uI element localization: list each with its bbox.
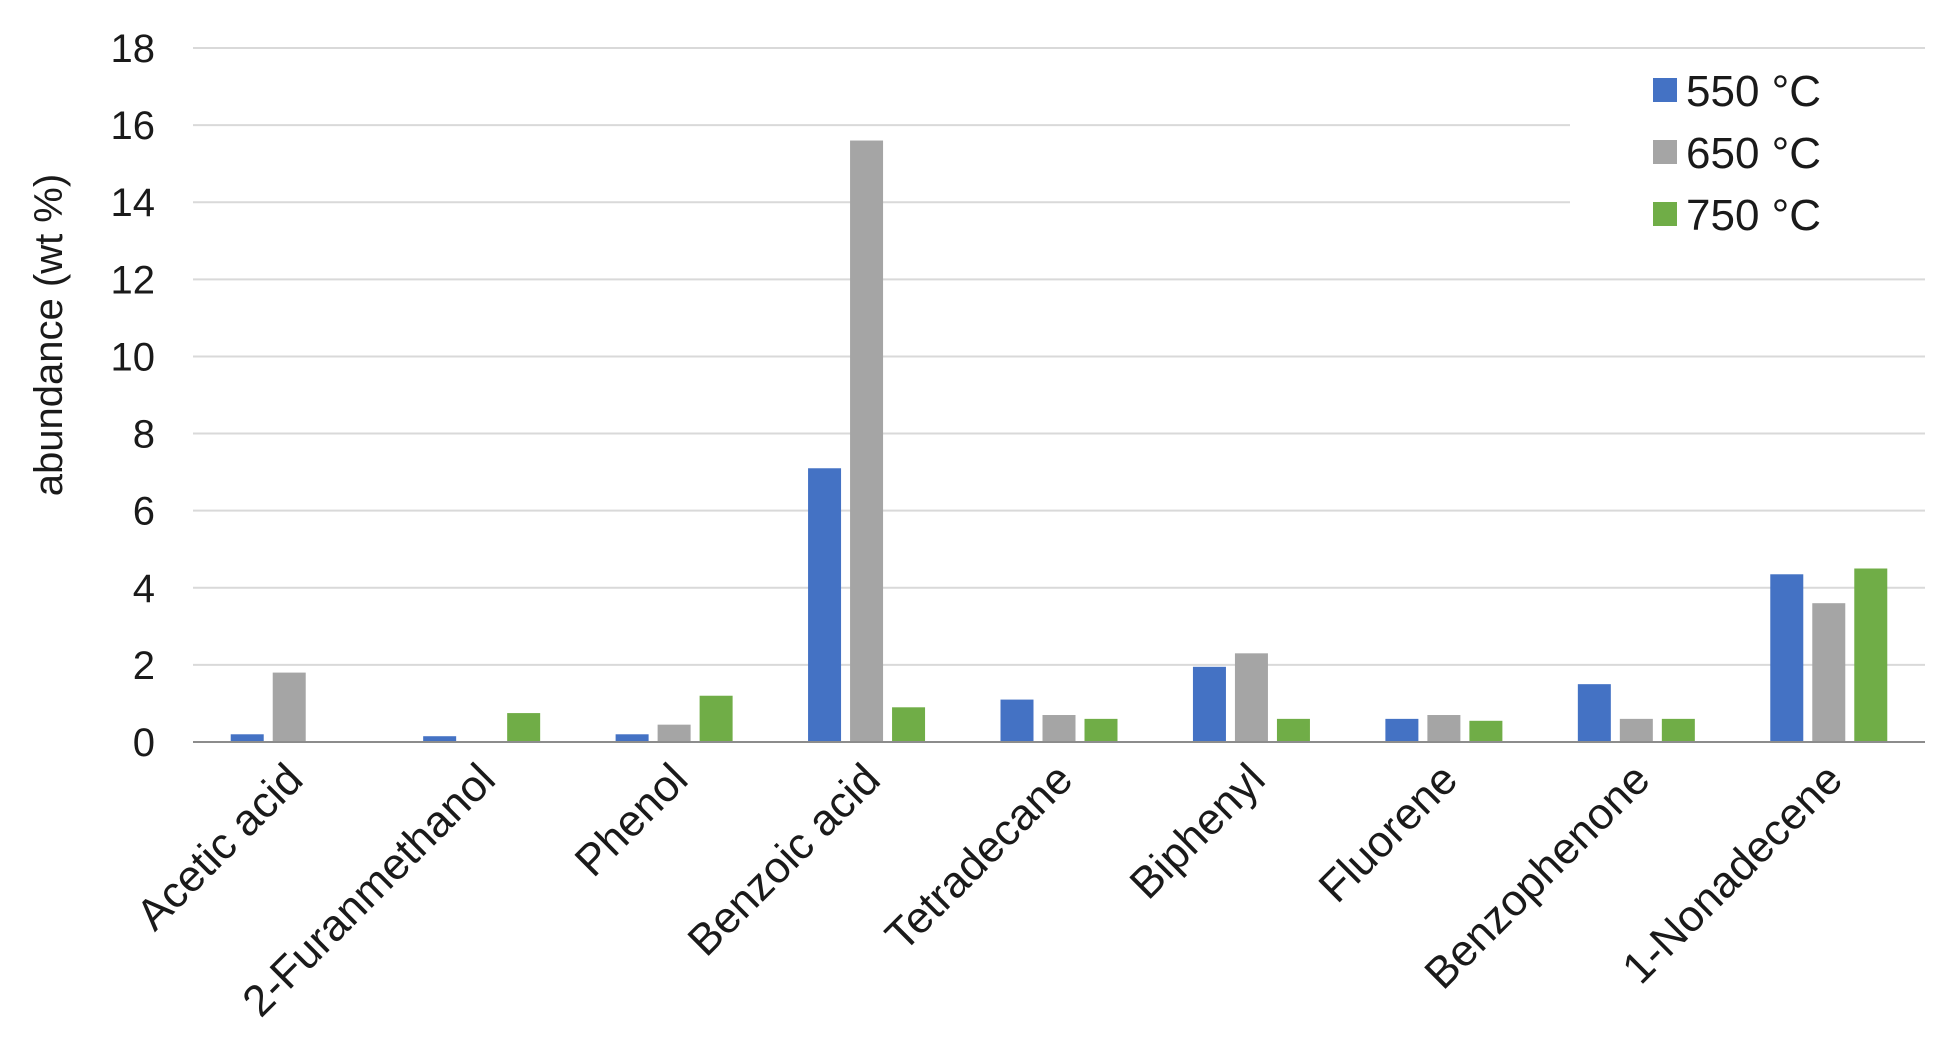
bar-550C-fluorene	[1385, 718, 1419, 742]
bar-650C-benzophenone	[1619, 718, 1653, 742]
x-category-label: Acetic acid	[127, 754, 312, 939]
bar-750C-biphenyl	[1276, 718, 1310, 742]
y-tick-label: 0	[133, 721, 155, 765]
y-tick-label: 6	[133, 490, 155, 534]
bar-650C-1-nonadecene	[1812, 603, 1846, 742]
gridlines	[193, 47, 1925, 666]
y-tick-label: 2	[133, 644, 155, 688]
bar-750C-fluorene	[1469, 720, 1503, 742]
bar-550C-phenol	[615, 734, 649, 742]
bar-550C-acetic-acid	[230, 734, 264, 742]
x-category-label: Biphenyl	[1121, 754, 1275, 908]
x-category-label: Benzoic acid	[679, 754, 890, 965]
bar-550C-benzophenone	[1577, 684, 1611, 742]
bar-650C-acetic-acid	[272, 672, 306, 742]
y-tick-label: 8	[133, 413, 155, 457]
bar-550C-tetradecane	[1000, 699, 1034, 742]
bar-650C-fluorene	[1427, 715, 1461, 742]
y-tick-label: 12	[111, 258, 156, 302]
legend-swatch	[1653, 202, 1677, 226]
bar-650C-benzoic-acid	[850, 140, 884, 743]
x-category-label: Tetradecane	[876, 754, 1082, 960]
bar-650C-tetradecane	[1042, 715, 1076, 742]
legend-swatch	[1653, 78, 1677, 102]
bar-750C-tetradecane	[1084, 718, 1118, 742]
legend-swatch	[1653, 140, 1677, 164]
legend-label: 750 °C	[1686, 191, 1821, 240]
legend-label: 550 °C	[1686, 67, 1821, 116]
bar-550C-biphenyl	[1192, 666, 1226, 742]
bar-750C-1-nonadecene	[1854, 568, 1888, 742]
bar-650C-phenol	[657, 724, 691, 742]
bars	[230, 140, 1888, 743]
y-tick-label: 14	[111, 181, 156, 225]
bar-550C-1-nonadecene	[1770, 574, 1804, 742]
legend-background	[1570, 55, 1925, 255]
bar-550C-2-furanmethanol	[423, 736, 457, 742]
y-tick-label: 16	[111, 104, 156, 148]
bar-550C-benzoic-acid	[808, 468, 842, 742]
y-tick-label: 10	[111, 335, 156, 379]
bar-750C-phenol	[699, 695, 733, 742]
bar-750C-benzophenone	[1661, 718, 1695, 742]
y-tick-label: 4	[133, 567, 155, 611]
legend: 550 °C 650 °C 750 °C	[1570, 55, 1925, 255]
x-category-label: Phenol	[566, 754, 698, 886]
y-tick-label: 18	[111, 27, 156, 71]
y-axis-title: abundance (wt %)	[27, 174, 71, 496]
x-category-label: Fluorene	[1310, 754, 1467, 911]
bar-750C-benzoic-acid	[892, 707, 926, 742]
bar-750C-2-furanmethanol	[507, 713, 541, 742]
y-axis-ticks: 0 2 4 6 8 10 12 14 16 18	[111, 27, 156, 765]
bar-650C-biphenyl	[1234, 653, 1268, 742]
legend-label: 650 °C	[1686, 129, 1821, 178]
